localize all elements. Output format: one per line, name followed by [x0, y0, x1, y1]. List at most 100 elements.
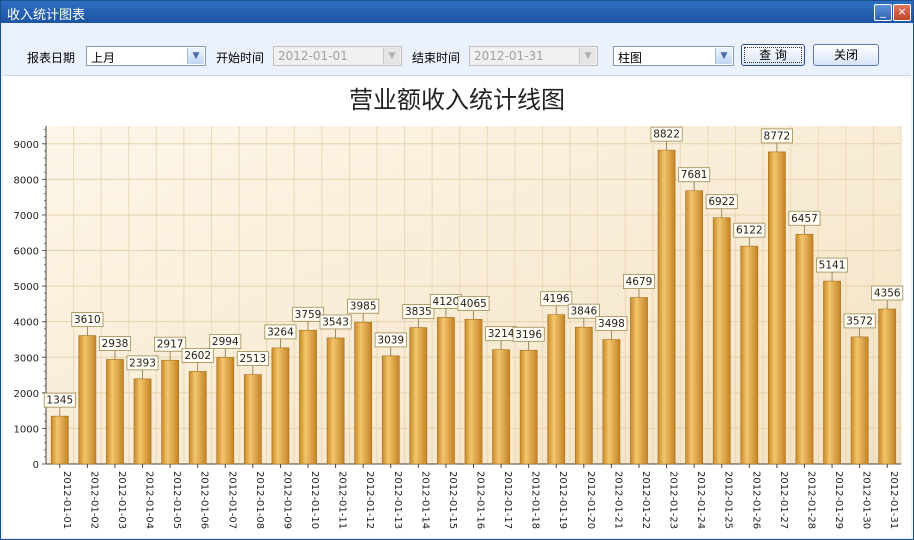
chart-type-select[interactable]: 柱图 ▼: [613, 46, 734, 66]
data-label: 7681: [681, 169, 708, 181]
data-label: 6457: [791, 213, 818, 225]
data-label-box: [512, 326, 545, 342]
data-label-box: [319, 314, 352, 330]
data-label: 1345: [46, 395, 73, 407]
chart-panel: 营业额收入统计线图 0 1000 2000 3000 4000 5000 6000 7000 8…: [3, 75, 911, 538]
y-tick-label: 2000: [14, 389, 39, 400]
y-tick-label: 9000: [14, 140, 39, 151]
bar: [271, 347, 290, 465]
x-tick-label: 2012-01-30: [861, 471, 872, 529]
x-tick-label: 2012-01-20: [585, 471, 596, 529]
data-label: 3759: [295, 309, 322, 321]
report-date-select[interactable]: 上月 ▼: [86, 46, 206, 66]
data-label-box: [567, 303, 600, 319]
chevron-down-icon[interactable]: ▼: [383, 48, 400, 64]
data-label: 8822: [653, 129, 680, 141]
bar: [78, 335, 97, 465]
x-tick-label: 2012-01-16: [475, 471, 486, 529]
x-tick-label: 2012-01-12: [364, 471, 375, 529]
x-tick-label: 2012-01-23: [668, 471, 679, 529]
data-label-box: [98, 336, 131, 351]
x-tick-label: 2012-01-05: [171, 471, 182, 529]
title-bar[interactable]: 收入统计图表 _ ×: [1, 1, 913, 23]
x-tick-label: 2012-01-04: [144, 471, 155, 529]
data-label-box: [126, 355, 159, 371]
bar: [299, 329, 317, 465]
data-label-box: [264, 324, 297, 340]
data-label-box: [43, 392, 76, 408]
chevron-down-icon[interactable]: ▼: [187, 48, 204, 64]
bar: [437, 317, 455, 465]
y-tick-label: 3000: [14, 353, 39, 364]
chevron-down-icon[interactable]: ▼: [715, 48, 732, 64]
data-label: 4065: [460, 298, 487, 310]
x-tick-label: 2012-01-28: [805, 471, 816, 529]
end-time-picker[interactable]: 2012-01-31 ▼: [469, 46, 598, 66]
data-label: 4356: [874, 288, 901, 300]
x-tick-label: 2012-01-25: [723, 471, 734, 529]
y-tick-label: 1000: [14, 424, 39, 435]
y-tick-label: 7000: [14, 211, 39, 222]
data-label: 4120: [433, 296, 460, 308]
data-label: 8772: [764, 130, 791, 142]
x-tick-label: 2012-01-13: [392, 471, 403, 529]
minimize-button[interactable]: _: [874, 4, 892, 21]
start-time-picker[interactable]: 2012-01-01 ▼: [273, 46, 402, 66]
data-label: 2938: [102, 338, 129, 350]
report-date-label: 报表日期: [27, 51, 76, 65]
x-tick-label: 2012-01-29: [833, 471, 844, 529]
data-label-box: [871, 285, 904, 301]
bar: [50, 415, 69, 465]
x-tick-label: 2012-01-26: [750, 471, 761, 529]
data-label: 3543: [322, 316, 349, 328]
data-label: 3498: [598, 318, 625, 330]
x-tick-label: 2012-01-03: [116, 471, 127, 529]
bar: [602, 339, 621, 465]
x-tick-label: 2012-01-19: [557, 471, 568, 529]
x-tick-label: 2012-01-18: [530, 471, 541, 529]
data-label: 3610: [74, 314, 101, 326]
data-label-box: [236, 351, 269, 366]
x-tick-label: 2012-01-21: [612, 471, 623, 529]
chevron-down-icon[interactable]: ▼: [579, 48, 596, 64]
bar: [740, 245, 759, 465]
data-label-box: [595, 316, 628, 331]
data-label: 3846: [570, 306, 597, 318]
chart-title: 营业额收入统计线图: [349, 86, 565, 114]
data-label: 3985: [350, 301, 377, 313]
data-label: 6922: [708, 196, 735, 208]
data-label-box: [292, 306, 325, 322]
data-label-box: [181, 348, 214, 363]
x-tick-label: 2012-01-17: [502, 471, 513, 529]
data-label-box: [788, 210, 821, 226]
data-label-box: [347, 298, 380, 314]
data-label-box: [154, 336, 187, 352]
end-time-label: 结束时间: [412, 51, 461, 65]
query-button[interactable]: 查 询: [741, 44, 805, 66]
bar: [464, 319, 483, 465]
toolbar: 报表日期 上月 ▼ 开始时间 2012-01-01 ▼ 结束时间 2012-01…: [1, 23, 913, 73]
data-label: 6122: [736, 225, 763, 237]
bar: [354, 321, 373, 465]
bar: [492, 349, 510, 465]
window-title: 收入统计图表: [7, 8, 86, 23]
revenue-bar-chart: 营业额收入统计线图 0 1000 2000 3000 4000 5000 6000 7000 8…: [14, 86, 904, 529]
bar: [685, 190, 703, 465]
bar: [244, 374, 262, 465]
y-tick-label: 8000: [14, 175, 39, 186]
bar: [106, 359, 124, 465]
x-tick-label: 2012-01-07: [226, 471, 237, 529]
close-window-button[interactable]: ×: [893, 4, 911, 21]
x-tick-label: 2012-01-14: [419, 471, 430, 529]
data-label: 4679: [626, 276, 653, 288]
close-button[interactable]: 关闭: [813, 44, 879, 66]
x-tick-label: 2012-01-24: [695, 471, 706, 529]
bar: [216, 357, 235, 465]
y-tick-label: 5000: [14, 282, 39, 293]
data-label: 2994: [212, 336, 239, 348]
end-time-value: 2012-01-31: [474, 49, 544, 63]
report-date-value: 上月: [91, 51, 116, 65]
data-label-box: [540, 291, 573, 307]
data-label-box: [650, 126, 683, 142]
data-label-box: [816, 257, 849, 273]
